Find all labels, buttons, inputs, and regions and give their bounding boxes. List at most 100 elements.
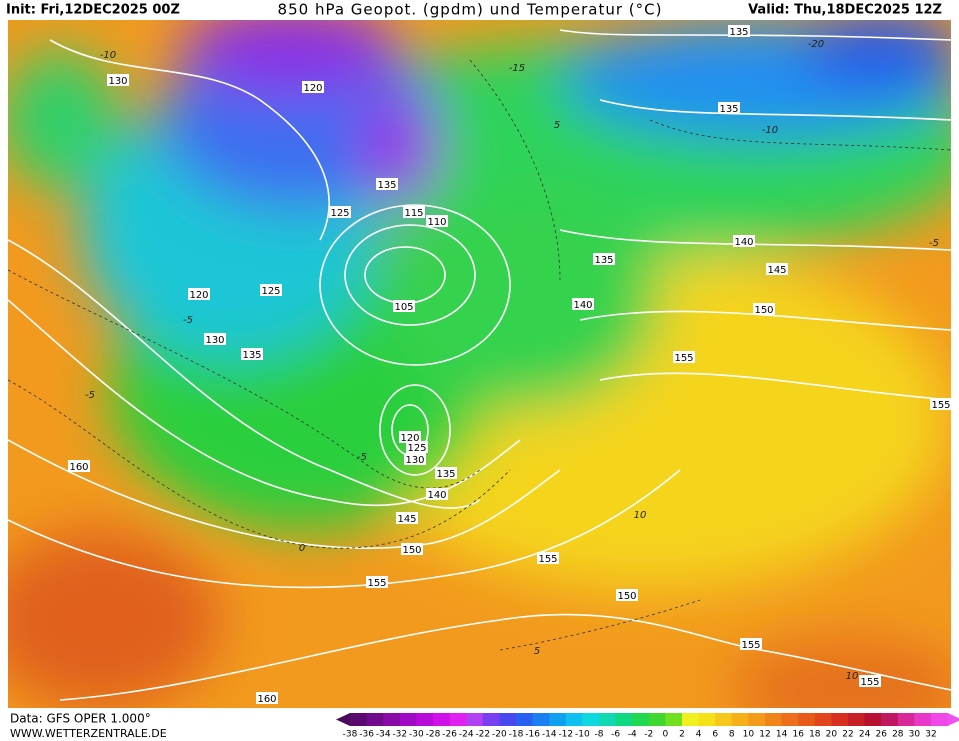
colorbar-cell [615,713,633,726]
data-source: Data: GFS OPER 1.000° [10,712,151,726]
colorbar-cell [350,713,368,726]
colorbar-label: -38 [343,730,358,740]
contour-label-box [403,206,425,218]
colorbar-label: -4 [628,730,637,740]
colorbar-label: 30 [909,730,921,740]
isotherm-label: -10 [100,50,116,61]
contour-label: 155 [538,554,557,565]
colorbar-arrow-left [336,713,350,726]
colorbar-cell [864,713,882,726]
contour-label: 160 [257,694,276,705]
colorbar-cell [748,713,766,726]
contour-label: 130 [108,76,127,87]
colorbar-label: -26 [442,730,457,740]
colorbar-label: 8 [729,730,735,740]
contour-label-box [930,398,952,410]
colorbar-cell [648,713,666,726]
colorbar-label: 24 [859,730,871,740]
colorbar-cell [433,713,451,726]
colorbar-label: -28 [426,730,441,740]
contour-label: 150 [617,591,636,602]
colorbar-label: 14 [776,730,788,740]
contour-label-box [366,576,388,588]
contour-label-box [406,441,428,453]
colorbar-label: 10 [743,730,755,740]
contour-label: 140 [573,300,592,311]
isotherm-label: -10 [762,125,778,136]
colorbar-cell [881,713,899,726]
contour-label: 155 [741,640,760,651]
colorbar-cell [781,713,799,726]
contour-label: 115 [404,208,423,219]
contour-label-box [241,348,263,360]
colorbar-label: -10 [575,730,590,740]
colorbar-cell [366,713,384,726]
contour-label-box [401,543,423,555]
contour-label-box [733,235,755,247]
contour-label: 135 [377,180,396,191]
colorbar-cell [532,713,550,726]
isotherm-label: -5 [85,390,95,401]
colorbar-label: 32 [925,730,936,740]
contour-label: 135 [719,104,738,115]
colorbar-label: 26 [875,730,887,740]
isotherm-label: 10 [634,510,647,521]
contour-label: 155 [860,677,879,688]
colorbar-cell [383,713,401,726]
contour-label: 125 [407,443,426,454]
contour-label: 135 [436,469,455,480]
colorbar-label: -8 [595,730,604,740]
colorbar-cell [599,713,617,726]
contour-label: 125 [330,208,349,219]
contour-label-box [68,460,90,472]
contour-label: 110 [427,217,446,228]
geopotential-contours [8,29,951,701]
colorbar-label: -12 [558,730,573,740]
colorbar-cell [848,713,866,726]
colorbar-label: -16 [525,730,540,740]
colorbar-cell [416,713,434,726]
colorbar-label: 22 [842,730,853,740]
colorbar-label: -24 [459,730,474,740]
website: WWW.WETTERZENTRALE.DE [10,727,167,740]
contour-label: 135 [729,27,748,38]
colorbar-label: -18 [509,730,524,740]
contour-label-box [399,431,421,443]
contour-label: 160 [69,462,88,473]
colorbar-cell [565,713,583,726]
colorbar-cell [814,713,832,726]
contour-label-box [107,74,129,86]
colorbar-cell [549,713,567,726]
isotherm-label: 0 [299,543,305,554]
colorbar-cell [516,713,534,726]
contour-label: 150 [754,305,773,316]
contour-label: 140 [734,237,753,248]
contour-label-box [376,178,398,190]
colorbar-label: -36 [359,730,374,740]
colorbar-label: 20 [826,730,838,740]
colorbar-cell [831,713,849,726]
colorbar-cell [698,713,716,726]
colorbar-label: -34 [376,730,391,740]
contour-label-box [740,638,762,650]
contour-label: 125 [261,286,280,297]
map-title: 850 hPa Geopot. (gpdm) und Temperatur (°… [278,1,663,19]
contour-label: 155 [674,353,693,364]
contour-label: 145 [767,265,786,276]
isotherm-label: -5 [357,452,367,463]
isotherm-label: 5 [554,120,560,131]
colorbar-cell [731,713,749,726]
colorbar-label: -30 [409,730,424,740]
isotherm-label: 10 [846,671,859,682]
colorbar-cell [715,713,733,726]
contour-label-box [393,300,415,312]
contour-label: 150 [402,545,421,556]
contour-label-box [718,102,740,114]
colorbar-cell [632,713,650,726]
isotherm-label: -15 [509,63,525,74]
contour-label-box [593,253,615,265]
contour-label: 120 [303,83,322,94]
map-area [8,20,951,708]
colorbar-label: -14 [542,730,557,740]
